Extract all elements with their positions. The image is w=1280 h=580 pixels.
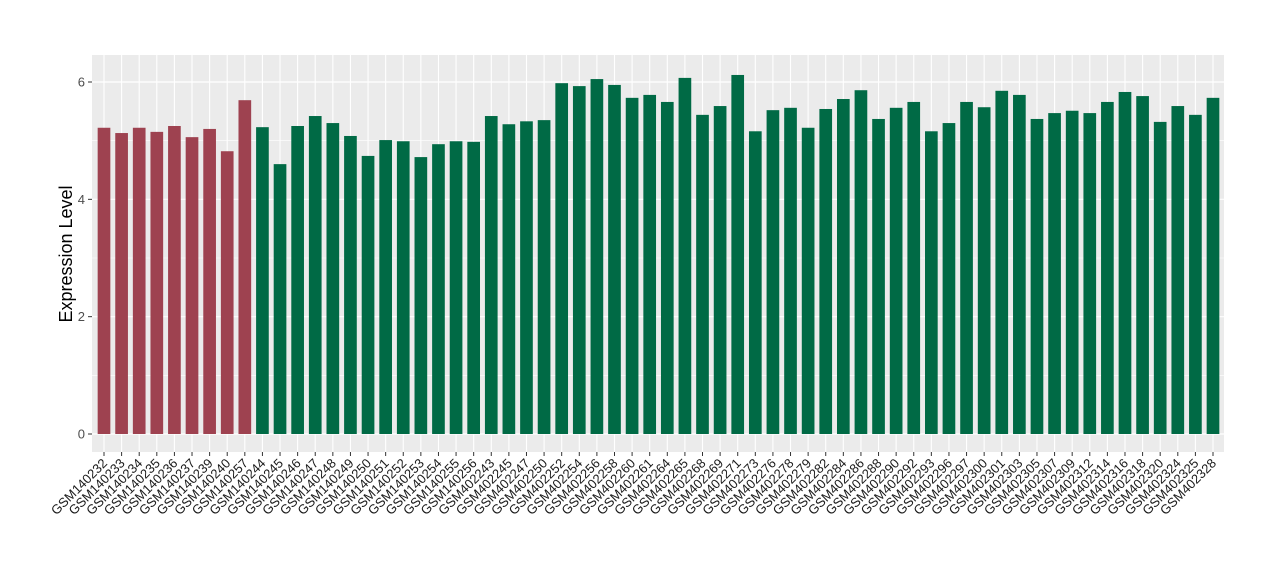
x-axis: GSM140232GSM140233GSM140234GSM140235GSM1… [48,452,1219,518]
y-axis-label: Expression Level [56,185,76,322]
bar-GSM140246 [291,126,304,434]
bar-GSM402258 [608,84,621,434]
bar-GSM402265 [678,77,692,434]
bar-GSM402307 [1048,113,1061,435]
bar-GSM402264 [660,101,674,435]
bar-GSM402300 [977,107,991,434]
bar-GSM402320 [1153,121,1167,434]
y-tick-label: 4 [78,192,85,207]
y-tick-label: 0 [78,427,85,442]
bar-GSM140237 [185,137,199,434]
bar-GSM402279 [801,127,815,434]
bar-GSM402256 [590,79,604,435]
bar-GSM140248 [326,123,340,435]
bar-GSM402273 [748,131,762,434]
bar-GSM140233 [115,133,128,435]
bar-GSM402318 [1136,96,1149,434]
bar-GSM402325 [1189,114,1202,434]
bar-GSM140234 [132,127,146,434]
bar-GSM402293 [925,131,938,434]
y-axis: 0 2 4 6 [78,75,92,442]
bar-GSM402314 [1101,101,1114,435]
bar-GSM140235 [150,131,164,434]
bar-GSM402309 [1065,110,1079,434]
bar-GSM140239 [203,128,216,434]
bar-GSM402269 [713,106,727,434]
bar-GSM402282 [819,108,833,434]
bar-GSM140240 [220,151,234,434]
bar-GSM140256 [467,141,481,434]
bar-GSM402268 [696,114,709,434]
bar-GSM402288 [872,118,885,435]
bar-GSM402297 [960,101,973,435]
bar-GSM402261 [643,94,657,434]
bar-GSM140253 [414,157,428,435]
bar-GSM402316 [1118,91,1132,435]
bar-GSM140245 [273,164,287,434]
bar-GSM140247 [308,116,322,434]
bar-GSM402284 [836,99,850,434]
bar-GSM140251 [379,140,392,434]
bar-GSM402254 [572,86,586,435]
y-tick-label: 6 [78,75,85,90]
bar-GSM140244 [256,127,269,434]
bar-GSM402324 [1171,106,1185,434]
bar-GSM402305 [1030,118,1044,435]
bar-GSM402252 [555,83,569,434]
bar-GSM140255 [449,141,463,434]
bar-GSM402312 [1083,113,1097,435]
bar-GSM402301 [995,90,1009,435]
bar-GSM402296 [942,123,956,435]
y-tick-label: 2 [78,309,85,324]
bar-GSM140249 [344,135,357,434]
bar-GSM402290 [889,107,903,435]
bar-GSM140250 [361,155,375,435]
bar-GSM402278 [784,107,797,435]
bar-GSM402276 [766,110,780,434]
bar-GSM140232 [97,127,111,434]
bar-GSM140257 [238,100,252,434]
bar-GSM402303 [1013,94,1026,434]
bar-GSM402328 [1206,97,1220,434]
bar-GSM402286 [854,90,868,435]
bar-GSM402243 [484,116,498,434]
bar-GSM402260 [625,97,639,434]
bar-GSM402271 [731,74,745,435]
bars [97,74,1220,435]
bar-GSM402247 [520,121,533,434]
bar-GSM402292 [907,101,921,435]
bar-GSM140254 [432,144,445,435]
bar-GSM402250 [537,120,551,434]
bar-GSM402245 [502,124,516,435]
bar-GSM140236 [168,126,181,434]
bar-GSM140252 [396,141,410,434]
